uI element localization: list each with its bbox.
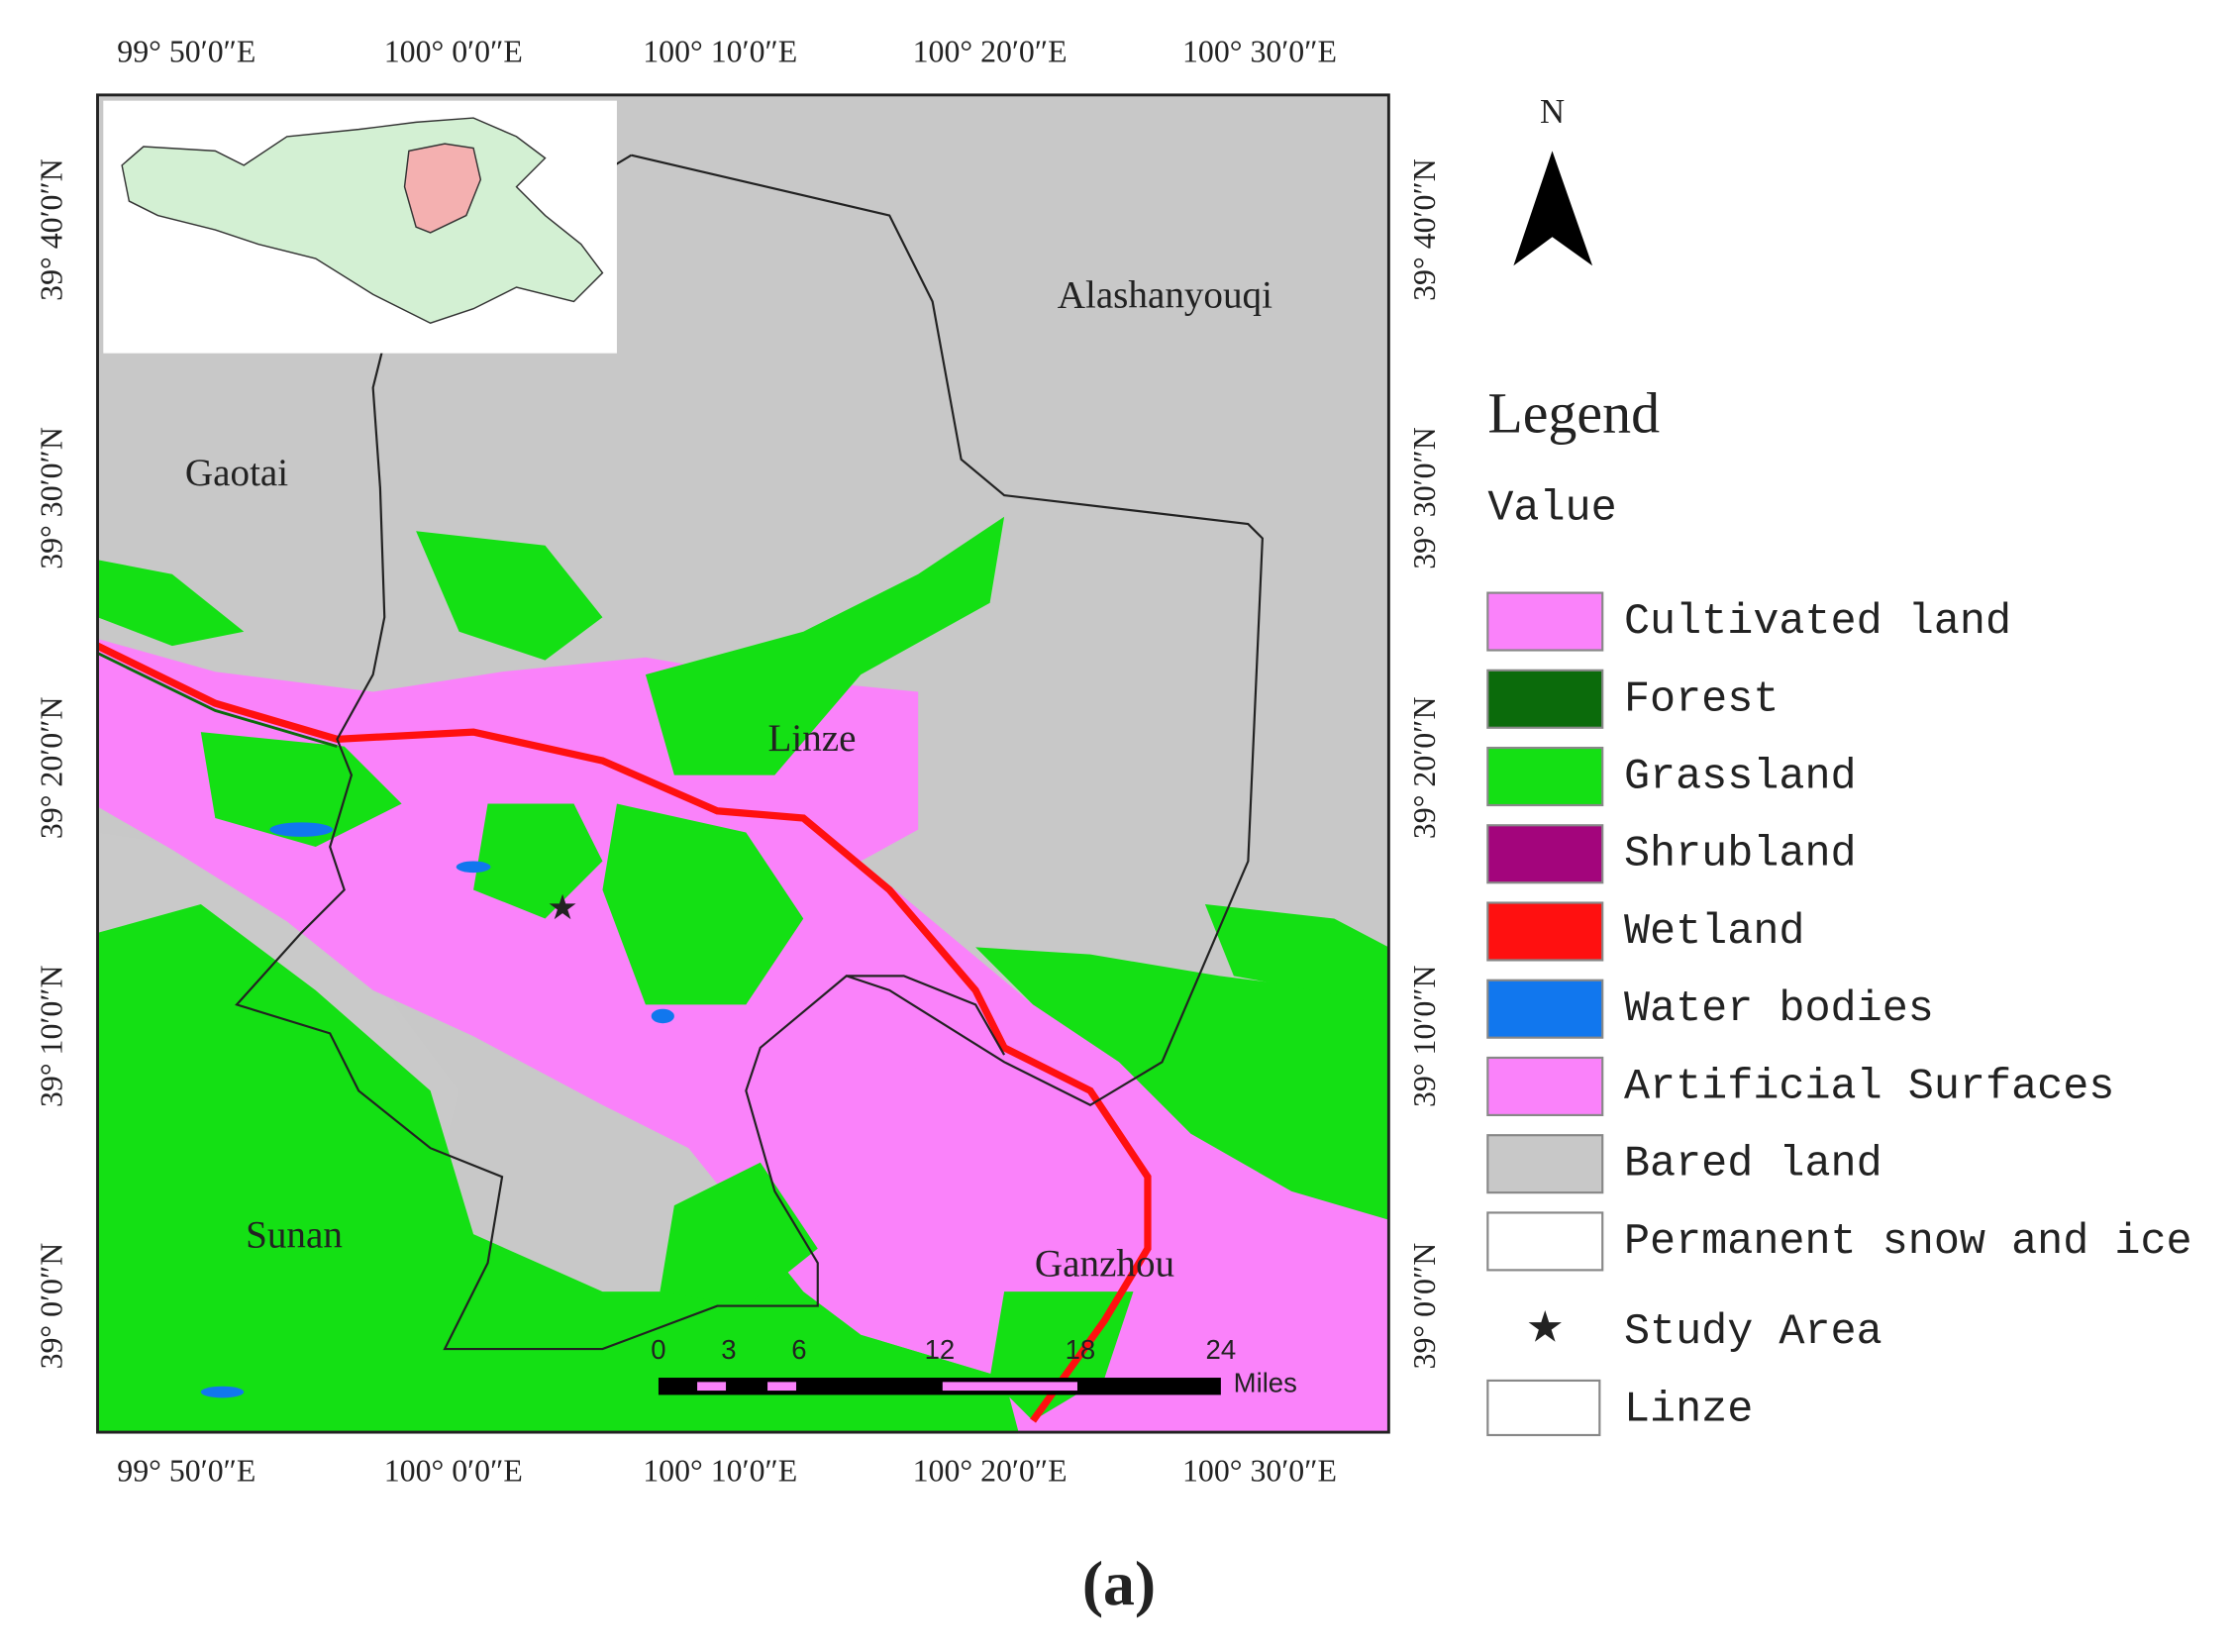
inset-map [103,100,617,354]
scale-label: 24 [1206,1334,1237,1365]
place-label: Gaotai [185,452,288,494]
map-body [97,94,1389,1433]
longitude-labels: 99° 50′0″E 99° 50′0″E 100° 0′0″E 100° 0′0″E… [117,35,1337,1489]
north-arrow [1513,151,1593,266]
legend-label: Wetland [1624,908,1805,957]
longitude-label: 100° 10′0″E [643,35,797,69]
legend-swatch [1486,746,1604,807]
scale-label: 0 [651,1334,665,1365]
latitude-label: 39° 40′0″N [1407,158,1442,301]
legend-label: Forest [1624,675,1779,724]
legend-title: Legend [1487,381,1660,446]
scale-label: 3 [721,1334,736,1365]
scale-bar [658,1378,1221,1395]
map-frame [96,93,1390,1434]
legend-swatch [1486,824,1604,884]
latitude-label: 39° 30′0″N [1407,427,1442,569]
place-label: Alashanyouqi [1058,274,1272,317]
place-label: Sunan [246,1213,343,1256]
latitude-label: 39° 0′0″N [1407,1243,1442,1370]
legend-label: Bared land [1624,1141,1882,1189]
scale-label: 12 [925,1334,956,1365]
longitude-label: 100° 30′0″E [1182,35,1337,69]
scale-label: 18 [1066,1334,1096,1365]
legend-star: ★ [1526,1304,1565,1352]
latitude-label: 39° 20′0″N [34,697,68,840]
legend: Cultivated land Forest Grassland Shrubland W… [1486,591,2192,1272]
legend-swatch [1486,669,1604,729]
legend-swatch [1486,901,1604,962]
latitude-labels: 39° 40′0″N 39° 40′0″N 39° 30′0″N 39° 30′0″N… [34,158,1441,1369]
caption: (a) [1082,1548,1156,1618]
study-area-star: ★ [547,888,577,927]
latitude-label: 39° 40′0″N [34,158,68,301]
legend-label: Permanent snow and ice [1624,1218,2192,1267]
legend-swatch [1486,979,1604,1039]
latitude-label: 39° 20′0″N [1407,697,1442,840]
longitude-label: 100° 30′0″E [1182,1453,1337,1488]
latitude-label: 39° 0′0″N [34,1243,68,1370]
north-label: N [1540,92,1565,131]
legend-label: Linze [1624,1386,1753,1434]
legend-swatch [1486,591,1604,652]
legend-label: Cultivated land [1624,598,2011,647]
latitude-label: 39° 10′0″N [34,965,68,1107]
latitude-label: 39° 10′0″N [1407,965,1442,1107]
legend-swatch [1486,1379,1601,1437]
scale-labels: 0 3 6 12 18 24 [651,1334,1236,1365]
longitude-label: 100° 0′0″E [384,1453,523,1488]
scale-unit: Miles [1234,1368,1297,1398]
legend-label: Artificial Surfaces [1624,1063,2114,1111]
legend-subtitle: Value [1487,485,1616,534]
latitude-label: 39° 30′0″N [34,427,68,569]
legend-label: Study Area [1624,1308,1882,1357]
longitude-label: 100° 20′0″E [913,1453,1068,1488]
legend-label: Shrubland [1624,831,1857,879]
legend-swatch [1486,1211,1604,1272]
longitude-label: 100° 10′0″E [643,1453,797,1488]
place-label: Linze [767,717,856,760]
legend-label: Grassland [1624,754,1857,802]
longitude-label: 99° 50′0″E [117,1453,255,1488]
scale-label: 6 [791,1334,806,1365]
legend-swatch [1486,1056,1604,1117]
longitude-label: 100° 20′0″E [913,35,1068,69]
longitude-label: 99° 50′0″E [117,35,255,69]
legend-label: Water bodies [1624,985,1934,1034]
longitude-label: 100° 0′0″E [384,35,523,69]
legend-swatch [1486,1134,1604,1194]
place-label: Ganzhou [1035,1242,1174,1285]
